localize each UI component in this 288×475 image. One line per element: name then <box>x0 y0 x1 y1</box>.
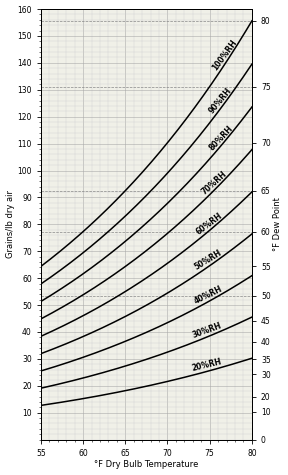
Text: 90%RH: 90%RH <box>207 86 233 115</box>
Y-axis label: Grains/lb dry air: Grains/lb dry air <box>5 190 15 258</box>
Text: 40%RH: 40%RH <box>193 284 224 305</box>
Text: 100%RH: 100%RH <box>211 38 239 72</box>
Text: 50%RH: 50%RH <box>192 248 223 272</box>
Text: 80%RH: 80%RH <box>207 124 235 152</box>
Text: 30%RH: 30%RH <box>192 321 223 340</box>
Text: 60%RH: 60%RH <box>194 211 224 237</box>
X-axis label: °F Dry Bulb Temperature: °F Dry Bulb Temperature <box>94 460 198 469</box>
Text: 70%RH: 70%RH <box>200 170 228 197</box>
Y-axis label: °F Dew Point: °F Dew Point <box>273 198 283 251</box>
Text: 20%RH: 20%RH <box>191 357 222 373</box>
